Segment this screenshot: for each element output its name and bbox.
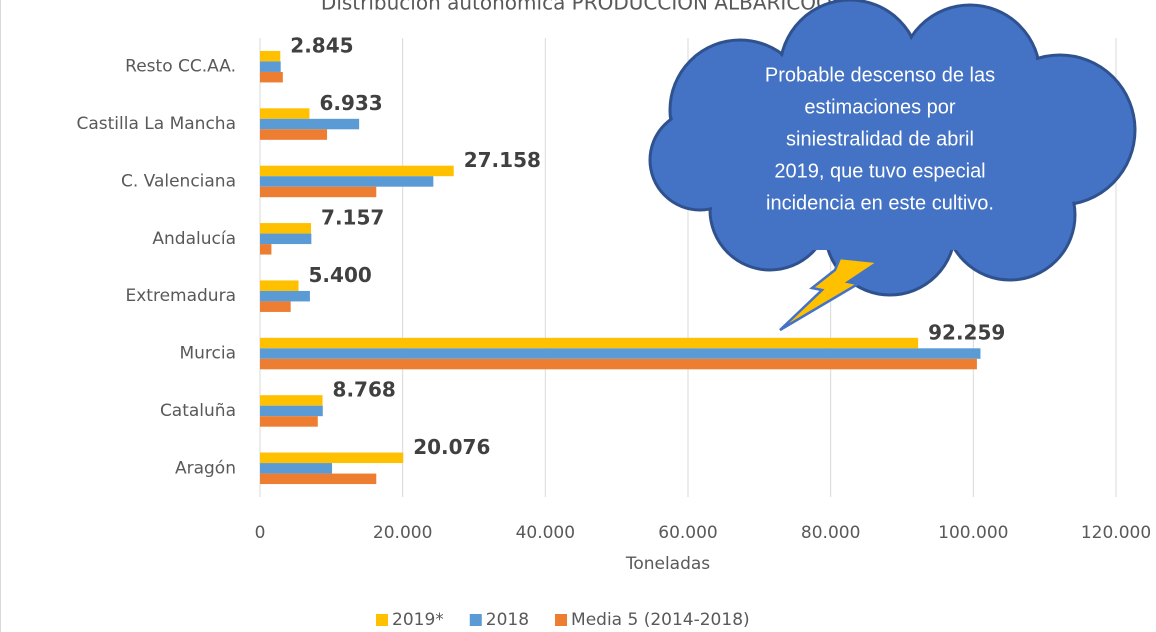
x-tick-label: 60.000	[658, 523, 717, 543]
bar	[260, 186, 377, 198]
bar	[260, 395, 323, 406]
data-label: 7.157	[321, 206, 384, 230]
y-tick-label: Extremadura	[126, 286, 237, 306]
data-label: 2.845	[290, 33, 353, 57]
bar	[260, 280, 299, 291]
chart-title: Distribución autonómica PRODUCCIÓN ALBAR…	[321, 0, 859, 15]
legend-label: 2019*	[392, 610, 444, 630]
legend: 2019* 2018 Media 5 (2014-2018)	[376, 610, 750, 630]
y-tick-label: Castilla La Mancha	[77, 114, 237, 134]
bar	[260, 452, 404, 464]
legend-label: Media 5 (2014-2018)	[571, 610, 750, 630]
x-tick-label: 120.000	[1081, 523, 1151, 543]
data-label: 20.076	[413, 435, 490, 459]
y-tick-label: C. Valenciana	[121, 171, 236, 191]
annotation-line: 2019, que tuvo especial	[774, 160, 985, 182]
bar	[260, 358, 977, 370]
annotation-line: siniestralidad de abril	[786, 128, 974, 150]
bar	[260, 473, 377, 485]
bar	[260, 416, 318, 427]
bar	[260, 301, 291, 312]
bar	[260, 244, 272, 255]
legend-swatch	[469, 614, 482, 626]
callout-cloud	[648, 0, 1137, 332]
bar	[260, 463, 333, 474]
y-tick-label: Andalucía	[152, 229, 236, 249]
bar	[260, 176, 434, 187]
y-tick-label: Aragón	[175, 458, 236, 478]
data-label: 6.933	[319, 91, 382, 115]
bar	[260, 50, 281, 62]
bar	[260, 405, 323, 417]
y-tick-label: Resto CC.AA.	[125, 57, 236, 77]
bar	[260, 233, 312, 245]
data-label: 27.158	[464, 148, 541, 172]
bar	[260, 108, 310, 119]
bar	[260, 129, 328, 140]
x-tick-label: 40.000	[516, 523, 575, 543]
bar	[260, 118, 360, 130]
x-tick-label: 0	[255, 523, 266, 543]
bar	[260, 165, 454, 177]
plot-area: 0 20.000 40.000 60.000 80.000 100.000 120.000 T…	[77, 33, 1152, 574]
annotation-line: estimaciones por	[804, 96, 956, 118]
callout-text: Probable descenso de las estimaciones por…	[765, 64, 995, 214]
x-tick-label: 20.000	[373, 523, 432, 543]
legend-swatch	[555, 614, 568, 626]
legend-swatch	[376, 614, 388, 626]
y-tick-label: Cataluña	[160, 401, 236, 421]
x-tick-label: 100.000	[938, 523, 1008, 543]
data-label: 5.400	[309, 263, 372, 287]
bar	[260, 348, 981, 359]
bar	[260, 290, 310, 302]
data-label: 8.768	[333, 378, 396, 402]
bar	[260, 337, 919, 349]
data-label: 92.259	[928, 320, 1005, 344]
annotation-line: incidencia en este cultivo.	[766, 192, 994, 214]
bar	[260, 71, 283, 83]
bar	[260, 223, 312, 234]
x-tick-label: 80.000	[801, 523, 860, 543]
bar	[260, 61, 281, 72]
y-tick-label: Murcia	[179, 344, 236, 364]
x-axis-title: Toneladas	[625, 554, 710, 574]
annotation-line: Probable descenso de las	[765, 64, 995, 86]
legend-label: 2018	[486, 610, 529, 630]
